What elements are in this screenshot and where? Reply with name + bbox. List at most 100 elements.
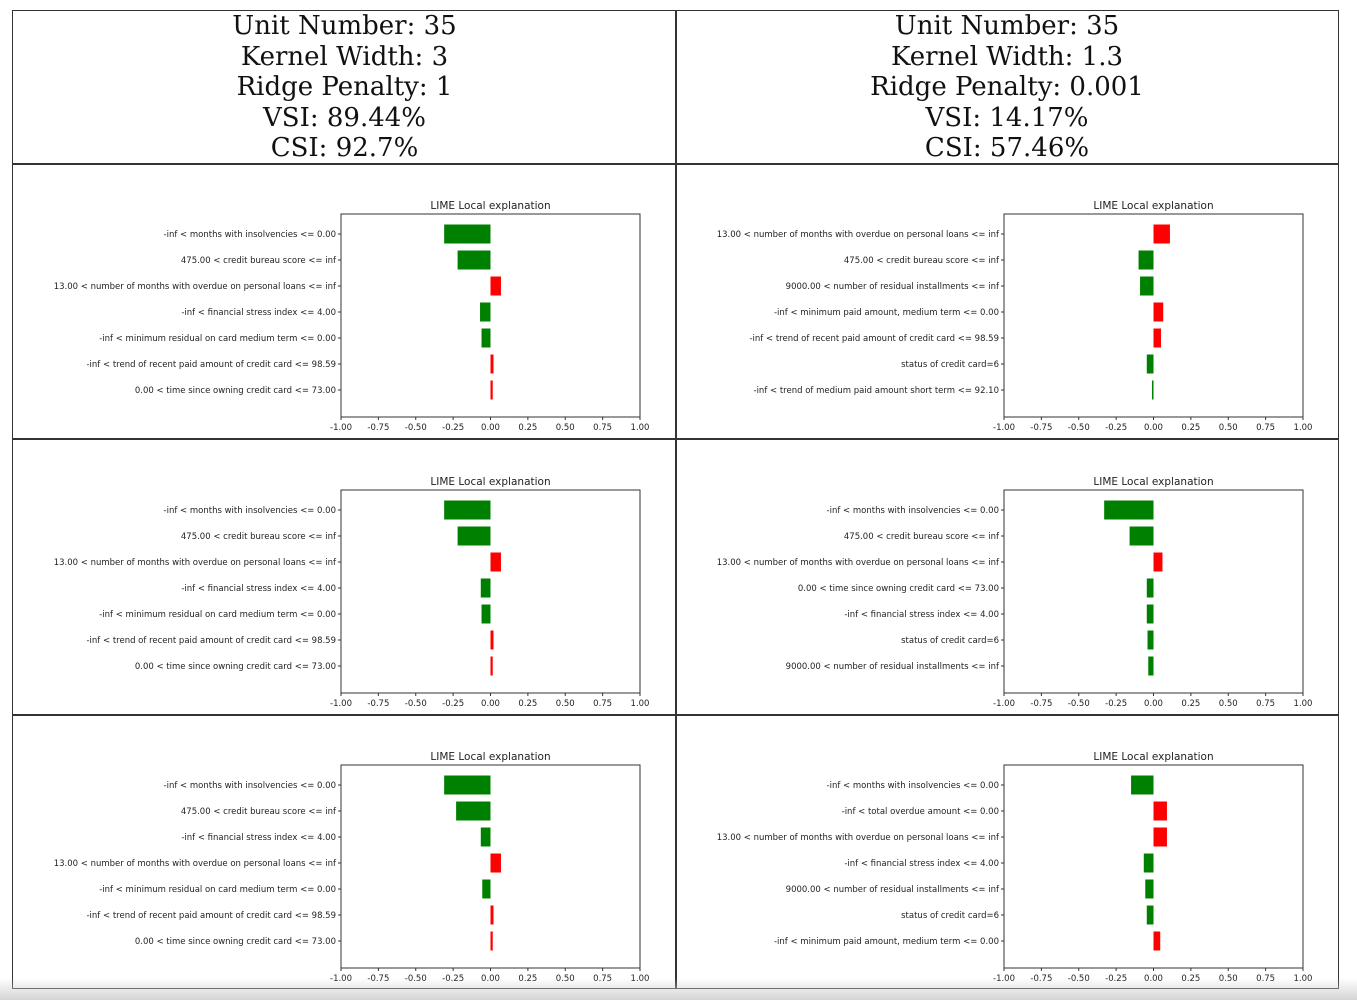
category-label: -inf < financial stress index <= 4.00	[844, 859, 999, 869]
chart-title: LIME Local explanation	[1093, 200, 1213, 212]
bar	[457, 250, 491, 270]
bar	[444, 775, 491, 795]
x-tick-label: 0.50	[1219, 423, 1238, 433]
lime-chart: LIME Local explanation-1.00-0.75-0.50-0.…	[717, 476, 1313, 709]
x-tick-label: 0.75	[1256, 423, 1275, 433]
x-tick-label: -0.25	[1105, 423, 1127, 433]
x-tick-label: -1.00	[993, 699, 1015, 709]
category-label: -inf < minimum residual on card medium t…	[99, 334, 336, 344]
category-label: 0.00 < time since owning credit card <= …	[135, 662, 336, 672]
bar	[1138, 250, 1154, 270]
left-header: Unit Number: 35 Kernel Width: 3 Ridge Pe…	[13, 11, 676, 164]
category-label: status of credit card=6	[901, 911, 999, 921]
bar	[457, 526, 491, 546]
category-label: -inf < financial stress index <= 4.00	[181, 308, 336, 318]
category-label: -inf < financial stress index <= 4.00	[844, 610, 999, 620]
category-label: 9000.00 < number of residual installment…	[786, 282, 1000, 292]
category-label: 9000.00 < number of residual installment…	[786, 885, 1000, 895]
category-label: 13.00 < number of months with overdue on…	[54, 558, 337, 568]
category-label: -inf < financial stress index <= 4.00	[181, 833, 336, 843]
bar	[480, 827, 491, 847]
bar	[1129, 526, 1154, 546]
x-tick-label: -1.00	[330, 423, 352, 433]
ridge-penalty: Ridge Penalty: 0.001	[870, 72, 1144, 102]
x-tick-label: 0.00	[481, 699, 500, 709]
lime-chart: LIME Local explanation-1.00-0.75-0.50-0.…	[717, 751, 1313, 984]
x-tick-label: 0.00	[481, 423, 500, 433]
category-label: 475.00 < credit bureau score <= inf	[181, 807, 337, 817]
category-label: 13.00 < number of months with overdue on…	[54, 859, 337, 869]
bar	[482, 879, 491, 899]
bar	[490, 630, 494, 650]
x-tick-label: 0.00	[1144, 423, 1163, 433]
bar	[490, 276, 501, 296]
unit-number: Unit Number: 35	[894, 11, 1120, 41]
chart-title: LIME Local explanation	[1093, 476, 1213, 488]
category-label: -inf < minimum paid amount, medium term …	[774, 308, 999, 318]
x-tick-label: -1.00	[993, 423, 1015, 433]
category-label: -inf < minimum residual on card medium t…	[99, 885, 336, 895]
category-label: -inf < months with insolvencies <= 0.00	[164, 230, 336, 240]
x-tick-label: -0.50	[1068, 423, 1090, 433]
bar	[1145, 879, 1154, 899]
category-label: 0.00 < time since owning credit card <= …	[135, 386, 336, 396]
x-tick-label: -0.50	[1068, 699, 1090, 709]
chart-title: LIME Local explanation	[430, 751, 550, 763]
bar	[1152, 380, 1154, 400]
x-tick-label: -1.00	[330, 699, 352, 709]
bar	[490, 853, 501, 873]
row-divider	[13, 438, 1338, 440]
category-label: 13.00 < number of months with overdue on…	[717, 558, 1000, 568]
x-tick-label: -0.25	[1105, 699, 1127, 709]
row-divider	[13, 163, 1338, 165]
x-tick-label: 0.00	[1144, 699, 1163, 709]
category-label: status of credit card=6	[901, 636, 999, 646]
kernel-width: Kernel Width: 1.3	[890, 41, 1124, 72]
bar	[490, 380, 493, 400]
category-label: 0.00 < time since owning credit card <= …	[135, 937, 336, 947]
x-tick-label: -0.50	[405, 699, 427, 709]
category-label: -inf < months with insolvencies <= 0.00	[164, 781, 336, 791]
x-tick-label: 0.50	[556, 423, 575, 433]
bar	[1153, 552, 1163, 572]
bar	[1146, 578, 1154, 598]
unit-number: Unit Number: 35	[232, 11, 457, 41]
bar	[490, 905, 494, 925]
category-label: -inf < months with insolvencies <= 0.00	[827, 781, 999, 791]
bar	[1131, 775, 1154, 795]
x-tick-label: -0.75	[367, 699, 389, 709]
category-label: 13.00 < number of months with overdue on…	[717, 230, 1000, 240]
x-tick-label: 0.25	[518, 699, 537, 709]
x-tick-label: -0.75	[1030, 423, 1052, 433]
bar	[456, 801, 491, 821]
category-label: -inf < trend of recent paid amount of cr…	[86, 360, 336, 370]
category-label: -inf < total overdue amount <= 0.00	[842, 807, 999, 817]
bar	[1140, 276, 1154, 296]
bar	[480, 578, 491, 598]
category-label: -inf < financial stress index <= 4.00	[181, 584, 336, 594]
category-label: 13.00 < number of months with overdue on…	[54, 282, 337, 292]
category-label: -inf < trend of recent paid amount of cr…	[86, 636, 336, 646]
category-label: 0.00 < time since owning credit card <= …	[798, 584, 999, 594]
kernel-width: Kernel Width: 3	[240, 41, 449, 72]
x-tick-label: 0.75	[593, 423, 612, 433]
bar	[1104, 500, 1154, 520]
bar	[444, 500, 491, 520]
x-tick-label: 1.00	[631, 699, 650, 709]
bar	[490, 552, 501, 572]
bar	[1153, 224, 1170, 244]
x-tick-label: 0.25	[1181, 423, 1200, 433]
lime-chart: LIME Local explanation-1.00-0.75-0.50-0.…	[54, 200, 650, 433]
x-tick-label: 1.00	[1294, 699, 1313, 709]
x-tick-label: 0.25	[518, 423, 537, 433]
bar	[481, 328, 491, 348]
category-label: 475.00 < credit bureau score <= inf	[181, 256, 337, 266]
x-tick-label: 0.75	[593, 699, 612, 709]
csi-value: CSI: 57.46%	[924, 133, 1090, 163]
category-label: -inf < trend of medium paid amount short…	[754, 386, 1000, 396]
column-divider	[675, 11, 677, 988]
category-label: -inf < months with insolvencies <= 0.00	[164, 506, 336, 516]
bar	[1146, 905, 1154, 925]
bar	[1153, 931, 1161, 951]
bar	[490, 931, 493, 951]
